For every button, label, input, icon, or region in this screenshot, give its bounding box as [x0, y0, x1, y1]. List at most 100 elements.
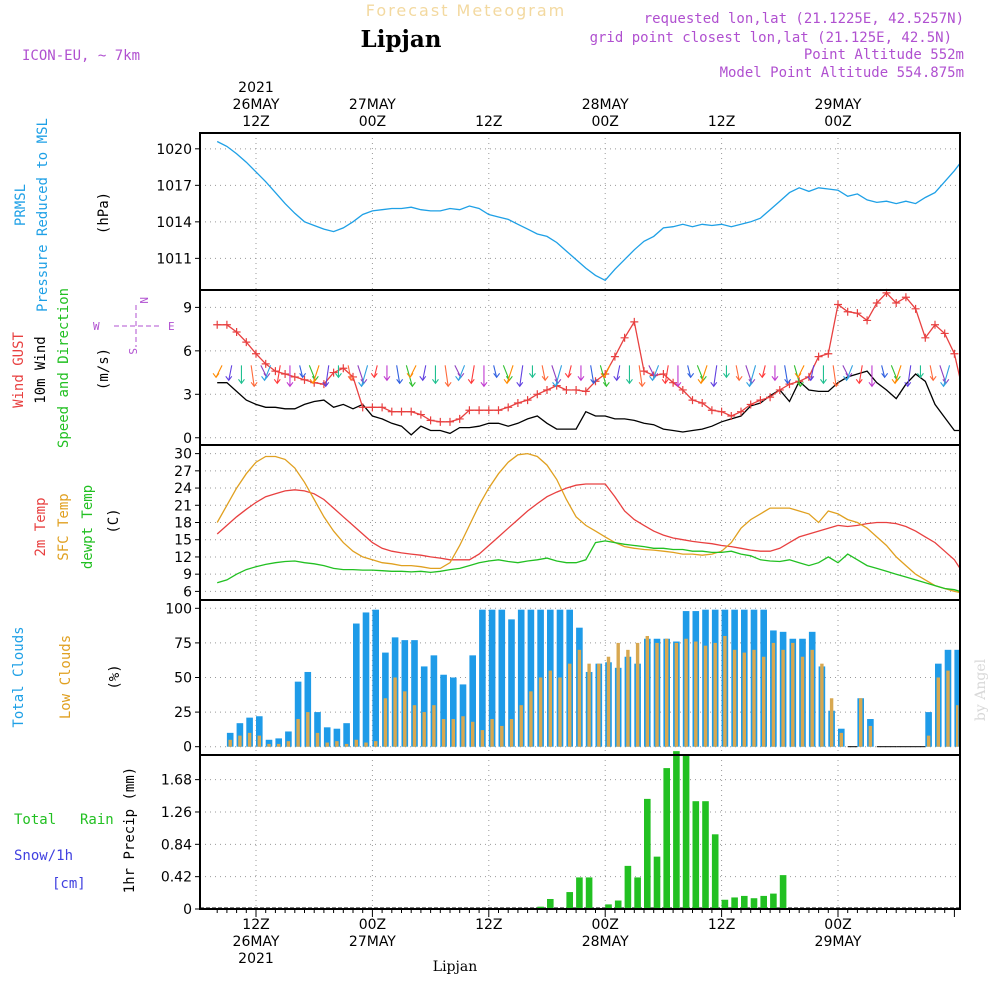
- wind-direction-arrow: [661, 365, 669, 385]
- wind-ytick-label: 9: [183, 300, 192, 316]
- total-cloud-bar: [440, 674, 447, 747]
- gust-marker: [426, 416, 435, 425]
- total-cloud-bar: [450, 677, 457, 747]
- point-altitude: Point Altitude 552m: [804, 47, 964, 63]
- wind-direction-arrow: [794, 365, 805, 379]
- top-time-label: 29MAY: [815, 97, 862, 113]
- total-cloud-bar: [294, 681, 302, 747]
- low-cloud-bar: [509, 719, 514, 747]
- low-cloud-bar: [606, 656, 611, 747]
- rain-bar: [566, 892, 573, 909]
- wind-direction-arrow: [383, 365, 391, 382]
- wind-direction-arrow: [322, 365, 330, 388]
- wind-direction-arrow: [832, 365, 840, 388]
- low-cloud-bar: [519, 705, 523, 747]
- wind-direction-arrow: [723, 365, 730, 379]
- low-cloud-bar: [635, 642, 640, 747]
- total-cloud-bar: [527, 609, 535, 747]
- gust-marker: [329, 368, 338, 377]
- low-cloud-bar: [800, 656, 805, 747]
- gust-marker: [756, 396, 765, 405]
- low-cloud-bar: [568, 663, 572, 747]
- gust-marker: [232, 328, 241, 337]
- top-time-label: 12Z: [475, 114, 502, 130]
- gust-marker: [863, 316, 872, 325]
- gust-marker: [407, 407, 416, 416]
- pressure-ytick-label: 1017: [156, 178, 192, 194]
- low-cloud-bar: [859, 698, 863, 747]
- rain-bar: [750, 898, 758, 909]
- grid-point-coords: grid point closest lon,lat (21.125E, 42.…: [590, 30, 952, 46]
- total-cloud-bar: [256, 716, 263, 747]
- low-cloud-bar: [364, 742, 368, 747]
- total-rain-label-a: Total: [14, 812, 56, 828]
- clouds-ytick-label: 75: [174, 636, 192, 652]
- wind-direction-arrow: [406, 365, 417, 379]
- pressure-panel: 1011 1014 1017 1020: [156, 132, 961, 291]
- total-cloud-bar: [353, 623, 360, 747]
- bottom-time-label: 27MAY: [349, 934, 396, 950]
- wind-direction-arrow: [807, 365, 815, 382]
- watermark: by Angel: [973, 658, 989, 721]
- low-cloud-bar: [674, 642, 679, 747]
- gust-marker: [222, 320, 231, 329]
- wind-direction-arrow: [917, 365, 924, 379]
- low-cloud-bar: [839, 732, 843, 747]
- precip-ytick-label: 1.26: [161, 805, 192, 821]
- wind-direction-arrow: [419, 365, 427, 382]
- rain-bar: [760, 895, 767, 909]
- wind-direction-arrow: [820, 365, 827, 385]
- wind-direction-arrow: [784, 365, 792, 385]
- wind-direction-arrow: [503, 365, 514, 385]
- low-cloud-bar: [626, 649, 630, 747]
- low-cloud-bar: [829, 698, 834, 747]
- low-cloud-bar: [665, 638, 669, 747]
- gust-marker: [853, 309, 862, 318]
- gust-marker: [746, 400, 755, 409]
- low-cloud-bar: [558, 677, 562, 747]
- top-time-label: 2021: [238, 80, 274, 96]
- total-cloud-bar: [459, 684, 467, 747]
- low-cloud-bar: [868, 725, 873, 747]
- wind-direction-arrow: [626, 365, 633, 385]
- low-cloud-bar: [480, 730, 485, 747]
- wind-direction-arrow: [904, 365, 912, 388]
- wind-ytick-label: 3: [183, 387, 192, 403]
- total-clouds-label: Total Clouds: [11, 626, 27, 727]
- wind-direction-arrow: [868, 365, 876, 388]
- low-cloud-bar: [403, 691, 407, 747]
- pressure-ytick-label: 1014: [156, 215, 192, 231]
- gust-marker: [513, 398, 522, 407]
- gust-label: Wind GUST: [11, 332, 27, 408]
- low-cloud-bar: [752, 649, 756, 747]
- gust-marker: [455, 414, 464, 423]
- gust-marker: [213, 320, 222, 329]
- gust-marker: [737, 407, 745, 416]
- snow-label: Snow/1h: [14, 848, 73, 864]
- gust-marker: [523, 396, 532, 405]
- gust-marker: [572, 385, 581, 394]
- total-cloud-bar: [236, 723, 244, 747]
- gust-marker: [727, 412, 736, 421]
- gust-marker: [640, 367, 648, 376]
- compass-e: E: [168, 320, 175, 333]
- gust-marker: [843, 307, 852, 316]
- rain-bar: [741, 895, 748, 909]
- wind-direction-arrow: [564, 365, 572, 379]
- precip-panel: 0 0.42 0.84 1.26 1.68: [161, 751, 961, 918]
- wind-direction-arrow: [480, 365, 488, 388]
- top-time-label: 28MAY: [582, 97, 629, 113]
- total-cloud-bar: [411, 640, 418, 747]
- low-cloud-bar: [538, 677, 543, 747]
- low-cloud-bar: [723, 635, 727, 747]
- gust-marker: [775, 385, 784, 394]
- bottom-time-label: 00Z: [359, 917, 386, 933]
- wind-direction-arrow: [552, 365, 563, 388]
- top-time-label: 00Z: [359, 114, 386, 130]
- gust-marker: [707, 406, 716, 415]
- rain-bar: [547, 898, 554, 909]
- rain-bar: [673, 751, 680, 909]
- bottom-time-label: 00Z: [824, 917, 851, 933]
- wind-direction-arrow: [370, 365, 378, 379]
